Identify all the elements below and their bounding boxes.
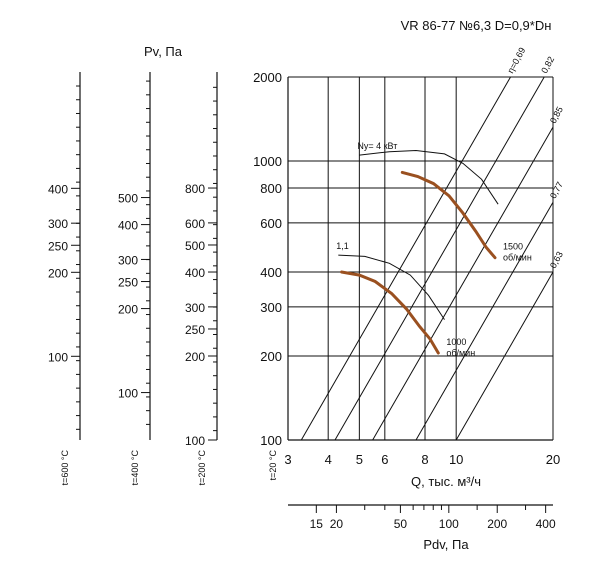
rpm-label: 1000: [446, 337, 466, 347]
left-scales: 100 200 250 300 400 t=600 °C 100 200 250 300 400 50…: [48, 72, 278, 485]
x-tick-label: 4: [325, 452, 332, 467]
efficiency-line: [455, 271, 554, 441]
scale-tick-label: 300: [48, 217, 68, 231]
y-tick-label: 400: [260, 265, 282, 280]
q-axis-label: Q, тыс. м³/ч: [411, 474, 481, 489]
pdv-tick-label: 100: [439, 517, 459, 531]
scale-tick-label: 400: [185, 266, 205, 280]
y-tick-label: 800: [260, 181, 282, 196]
pdv-scale: 15 20 50 100 200 400: [288, 504, 556, 531]
power-curve-label: 1,1: [336, 241, 349, 251]
y-tick-label: 100: [260, 433, 282, 448]
y-tick-label: 200: [260, 349, 282, 364]
efficiency-label: η=0,69: [505, 46, 527, 75]
scale-tick-label: 100: [48, 350, 68, 364]
rpm-label: 1500: [503, 242, 523, 252]
scale-tick-label: 250: [185, 323, 205, 337]
scale-tick-label: 300: [185, 301, 205, 315]
pdv-tick-label: 50: [394, 517, 408, 531]
pdv-tick-label: 20: [330, 517, 344, 531]
scale-tick-label: 500: [118, 192, 138, 206]
y-tick-label: 1000: [253, 154, 282, 169]
y-tick-label: 2000: [253, 70, 282, 85]
scale-tick-label: 500: [185, 239, 205, 253]
x-tick-label: 20: [546, 452, 560, 467]
efficiency-line: [334, 76, 545, 441]
chart-title: VR 86-77 №6,3 D=0,9*Dн: [401, 18, 552, 33]
scale-tick-label: 250: [48, 239, 68, 253]
scale-tick-label: 400: [118, 219, 138, 233]
plot-grid: 3 4 5 6 8 10 20 100 200 300 400 600 800 1000 2000: [253, 70, 560, 467]
rpm-curve: [400, 170, 497, 260]
efficiency-line: [300, 76, 511, 441]
x-tick-label: 5: [356, 452, 363, 467]
scale-tick-label: 200: [48, 266, 68, 280]
rpm-unit-label: об/мин: [446, 348, 475, 358]
pdv-tick-label: 400: [536, 517, 556, 531]
pdv-tick-label: 15: [310, 517, 324, 531]
scale-tick-label: 100: [185, 434, 205, 448]
scale-tick-label: 250: [118, 276, 138, 290]
x-tick-label: 6: [381, 452, 388, 467]
scale-tick-label: 200: [118, 303, 138, 317]
scale-tick-label: 600: [185, 217, 205, 231]
x-tick-label: 3: [284, 452, 291, 467]
efficiency-label: 0,63: [548, 250, 565, 270]
power-curve: [338, 254, 445, 320]
temperature-label: t=400 °C: [130, 450, 140, 486]
y-tick-label: 300: [260, 300, 282, 315]
y-tick-label: 600: [260, 216, 282, 231]
scale-tick-label: 100: [118, 387, 138, 401]
x-tick-label: 10: [449, 452, 463, 467]
power-curve: [359, 149, 499, 205]
rpm-unit-label: об/мин: [503, 253, 532, 263]
scale-tick-label: 400: [48, 182, 68, 196]
pv-axis-label: Pv, Па: [144, 44, 183, 59]
power-curves: Nу= 4 кВт 1,1: [336, 141, 499, 320]
efficiency-label: 0,82: [539, 55, 556, 75]
efficiency-line: [372, 126, 554, 441]
pdv-tick-label: 200: [487, 517, 507, 531]
temperature-label: t=600 °C: [60, 450, 70, 486]
scale-tick-label: 200: [185, 350, 205, 364]
temperature-label: t=200 °C: [197, 450, 207, 486]
rpm-curve: [340, 270, 440, 355]
scale-tick-label: 300: [118, 253, 138, 267]
power-curve-label: Nу= 4 кВт: [357, 141, 397, 151]
efficiency-label: 0,77: [548, 180, 565, 200]
temperature-label: t=20 °C: [268, 450, 278, 481]
efficiency-label: 0,85: [548, 105, 565, 125]
efficiency-line: [415, 202, 554, 441]
scale-tick-label: 800: [185, 182, 205, 196]
pdv-axis-label: Pdv, Па: [423, 537, 469, 552]
x-tick-label: 8: [421, 452, 428, 467]
